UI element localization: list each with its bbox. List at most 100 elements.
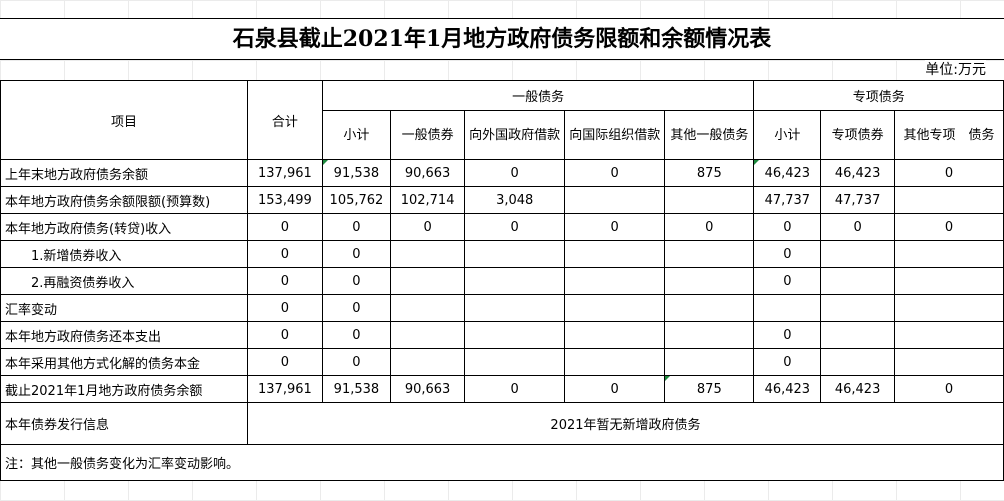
header-special-subtotal[interactable]: 小计 <box>753 110 822 160</box>
cell[interactable]: 0 <box>321 267 392 295</box>
cell[interactable] <box>464 294 566 322</box>
header-general-debt[interactable]: 一般债务 <box>321 80 755 111</box>
cell[interactable]: 0 <box>321 321 392 349</box>
cell[interactable] <box>893 294 1004 322</box>
cell[interactable] <box>820 294 895 322</box>
cell[interactable]: 0 <box>664 213 755 241</box>
cell[interactable]: 91,538 <box>321 159 392 187</box>
row-label[interactable]: 本年采用其他方式化解的债务本金 <box>0 348 248 376</box>
cell[interactable] <box>820 240 895 268</box>
cell[interactable] <box>390 294 466 322</box>
cell[interactable]: 0 <box>246 294 323 322</box>
cell[interactable]: 0 <box>246 240 323 268</box>
cell[interactable] <box>753 294 822 322</box>
cell[interactable] <box>464 321 566 349</box>
cell[interactable]: 0 <box>753 348 822 376</box>
cell[interactable]: 47,737 <box>753 186 822 214</box>
cell[interactable]: 153,499 <box>246 186 323 214</box>
cell[interactable]: 0 <box>753 213 822 241</box>
cell[interactable]: 0 <box>753 321 822 349</box>
cell[interactable] <box>390 321 466 349</box>
cell[interactable] <box>564 267 666 295</box>
header-special-bonds[interactable]: 专项债券 <box>820 110 895 160</box>
footnote[interactable]: 注：其他一般债务变化为汇率变动影响。 <box>0 444 1004 481</box>
cell[interactable]: 46,423 <box>753 375 822 403</box>
cell[interactable]: 0 <box>321 348 392 376</box>
cell[interactable]: 90,663 <box>390 159 466 187</box>
cell[interactable] <box>564 321 666 349</box>
row-label[interactable]: 汇率变动 <box>0 294 248 322</box>
cell[interactable]: 0 <box>464 213 566 241</box>
issuance-value[interactable]: 2021年暂无新增政府债务 <box>246 402 1004 445</box>
cell[interactable] <box>664 321 755 349</box>
cell[interactable] <box>664 186 755 214</box>
cell[interactable]: 0 <box>246 213 323 241</box>
cell[interactable]: 0 <box>564 213 666 241</box>
cell[interactable] <box>390 267 466 295</box>
cell[interactable]: 47,737 <box>820 186 895 214</box>
cell[interactable] <box>390 348 466 376</box>
cell[interactable]: 46,423 <box>820 375 895 403</box>
cell[interactable]: 0 <box>321 294 392 322</box>
cell[interactable]: 46,423 <box>753 159 822 187</box>
cell[interactable] <box>564 294 666 322</box>
cell[interactable]: 875 <box>664 159 755 187</box>
cell[interactable]: 0 <box>564 375 666 403</box>
cell[interactable] <box>893 186 1004 214</box>
cell[interactable] <box>893 321 1004 349</box>
cell[interactable] <box>464 267 566 295</box>
cell[interactable]: 875 <box>664 375 755 403</box>
header-special-debt[interactable]: 专项债务 <box>753 80 1004 111</box>
cell[interactable] <box>564 186 666 214</box>
cell[interactable] <box>820 267 895 295</box>
cell[interactable]: 0 <box>893 213 1004 241</box>
cell[interactable]: 137,961 <box>246 159 323 187</box>
row-label[interactable]: 本年地方政府债务(转贷)收入 <box>0 213 248 241</box>
row-label[interactable]: 2.再融资债券收入 <box>0 267 248 295</box>
row-label[interactable]: 上年末地方政府债务余额 <box>0 159 248 187</box>
row-label[interactable]: 本年地方政府债务余额限额(预算数) <box>0 186 248 214</box>
cell[interactable]: 0 <box>564 159 666 187</box>
cell[interactable] <box>564 348 666 376</box>
cell[interactable]: 91,538 <box>321 375 392 403</box>
cell[interactable]: 0 <box>464 375 566 403</box>
cell[interactable] <box>564 240 666 268</box>
cell[interactable]: 0 <box>246 267 323 295</box>
cell[interactable] <box>464 240 566 268</box>
cell[interactable]: 0 <box>820 213 895 241</box>
cell[interactable] <box>390 240 466 268</box>
cell[interactable] <box>664 348 755 376</box>
header-general-subtotal[interactable]: 小计 <box>321 110 392 160</box>
cell[interactable] <box>664 240 755 268</box>
cell[interactable]: 0 <box>464 159 566 187</box>
header-other-general-debt[interactable]: 其他一般债务 <box>664 110 755 160</box>
row-label[interactable]: 1.新增债券收入 <box>0 240 248 268</box>
header-intl-org-loans[interactable]: 向国际组织借款 <box>564 110 666 160</box>
cell[interactable]: 0 <box>753 267 822 295</box>
header-foreign-govt-loans[interactable]: 向外国政府借款 <box>464 110 566 160</box>
header-general-bonds[interactable]: 一般债券 <box>390 110 466 160</box>
cell[interactable]: 90,663 <box>390 375 466 403</box>
row-label[interactable]: 本年地方政府债务还本支出 <box>0 321 248 349</box>
cell[interactable]: 105,762 <box>321 186 392 214</box>
cell[interactable] <box>464 348 566 376</box>
cell[interactable]: 46,423 <box>820 159 895 187</box>
cell[interactable]: 0 <box>390 213 466 241</box>
cell[interactable]: 0 <box>893 159 1004 187</box>
issuance-label[interactable]: 本年债券发行信息 <box>0 402 248 445</box>
cell[interactable] <box>820 348 895 376</box>
cell[interactable]: 0 <box>753 240 822 268</box>
header-item[interactable]: 项目 <box>0 80 248 160</box>
cell[interactable]: 0 <box>321 240 392 268</box>
cell[interactable]: 0 <box>893 375 1004 403</box>
cell[interactable] <box>893 267 1004 295</box>
cell[interactable] <box>664 267 755 295</box>
cell[interactable] <box>820 321 895 349</box>
cell[interactable]: 0 <box>246 321 323 349</box>
cell[interactable]: 3,048 <box>464 186 566 214</box>
cell[interactable]: 102,714 <box>390 186 466 214</box>
cell[interactable] <box>664 294 755 322</box>
cell[interactable]: 0 <box>321 213 392 241</box>
cell[interactable] <box>893 348 1004 376</box>
cell[interactable]: 137,961 <box>246 375 323 403</box>
